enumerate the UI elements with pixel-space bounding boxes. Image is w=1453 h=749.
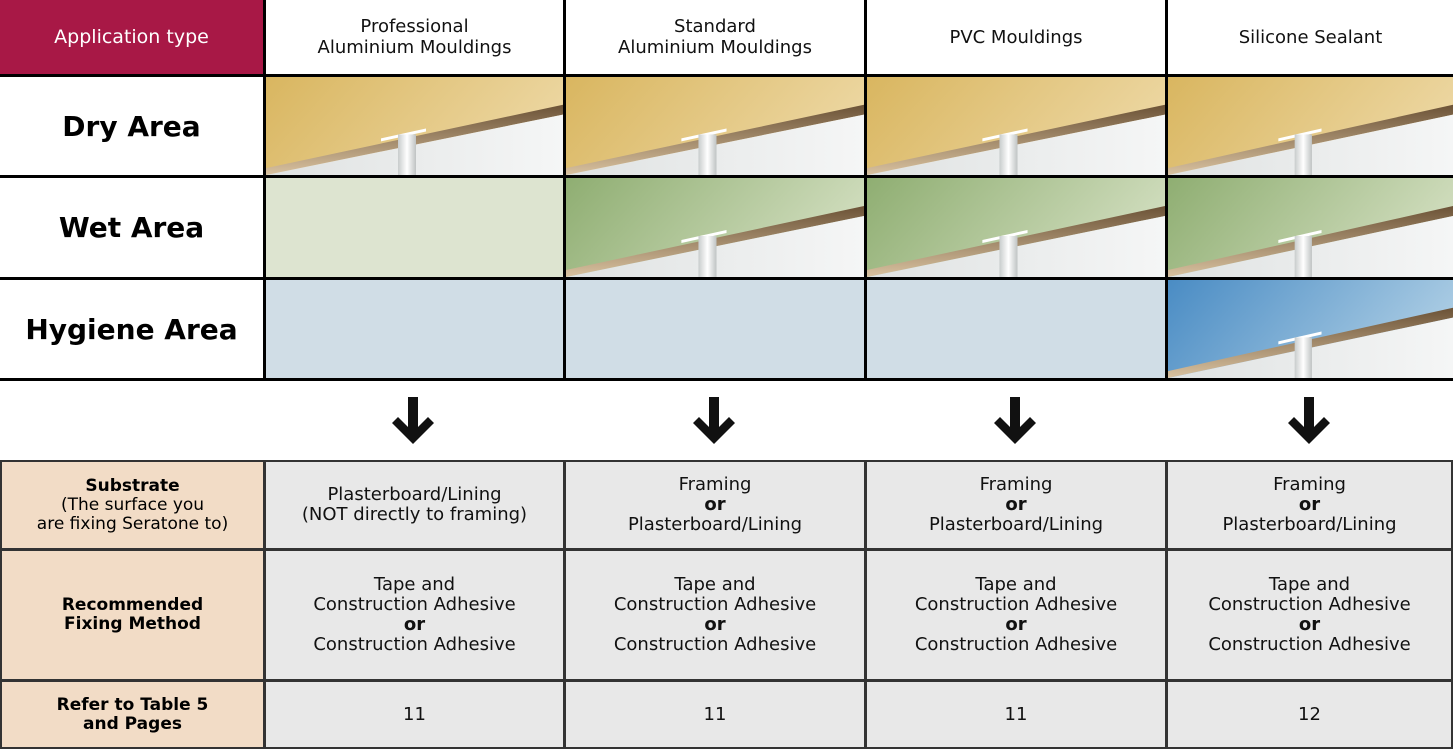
cell-line: or <box>1298 494 1321 515</box>
cell-line: or <box>403 614 426 635</box>
moulding-image <box>867 178 1165 277</box>
cell-line: or <box>1005 494 1027 515</box>
moulding-image <box>1168 77 1453 175</box>
area-label: Dry Area <box>62 109 201 143</box>
down-arrow <box>392 397 434 444</box>
detail-cell: 11 <box>566 682 864 747</box>
label-line: are fixing Seratone to) <box>36 513 229 534</box>
column-title: Aluminium Mouldings <box>317 37 512 58</box>
empty-cell <box>266 280 563 378</box>
label-line: (The surface you <box>60 494 205 515</box>
column-title: Aluminium Mouldings <box>618 37 812 58</box>
column-title: Professional <box>360 16 469 37</box>
cell-line: Construction Adhesive <box>914 594 1118 615</box>
arrows <box>392 397 1330 444</box>
cell-line: Framing <box>1273 474 1346 495</box>
application-table: Application type Professional Aluminium M… <box>0 0 1453 381</box>
detail-cell: Framing or Plasterboard/Lining <box>566 462 864 548</box>
moulding-image <box>566 178 864 277</box>
cell-line: Construction Adhesive <box>613 634 817 655</box>
cell-line: Construction Adhesive <box>1208 594 1411 615</box>
detail-cell: Framing or Plasterboard/Lining <box>1168 462 1451 548</box>
detail-cell: Framing or Plasterboard/Lining <box>867 462 1165 548</box>
label-line: Substrate <box>85 475 180 496</box>
header-cell: Application type <box>0 0 263 74</box>
down-arrow <box>693 397 735 444</box>
page-number: 11 <box>703 703 727 725</box>
page-number: 11 <box>1004 703 1028 725</box>
area-cell: Wet Area <box>0 178 263 277</box>
cell-line: (NOT directly to framing) <box>301 504 528 525</box>
cell-line: Plasterboard/Lining <box>928 514 1104 535</box>
header-label: Application type <box>54 25 209 48</box>
row-label: Substrate (The surface you are fixing Se… <box>2 462 263 548</box>
cell-line: Construction Adhesive <box>1208 634 1411 655</box>
column-title: Standard <box>674 16 756 37</box>
cell-line: Construction Adhesive <box>914 634 1118 655</box>
label-line: Refer to Table 5 <box>56 694 209 715</box>
cell-line: Construction Adhesive <box>313 594 516 615</box>
detail-cell: Plasterboard/Lining (NOT directly to fra… <box>266 462 563 548</box>
page-number: 12 <box>1298 703 1321 725</box>
header-cell: Professional Aluminium Mouldings <box>266 0 563 74</box>
cell-line: or <box>704 614 726 635</box>
cell-line: Plasterboard/Lining <box>627 514 803 535</box>
moulding-image <box>867 77 1165 175</box>
label-line: Recommended <box>61 595 204 615</box>
area-cell: Hygiene Area <box>0 280 263 378</box>
label-line: Fixing Method <box>64 614 201 634</box>
cell-line: Construction Adhesive <box>613 594 817 615</box>
detail-cell: 11 <box>867 682 1165 747</box>
area-label: Wet Area <box>58 211 205 244</box>
row-label: Refer to Table 5 and Pages <box>2 682 263 747</box>
column-title: PVC Mouldings <box>949 26 1083 48</box>
cell-line: Tape and <box>975 574 1057 595</box>
cell-line: Framing <box>979 474 1053 495</box>
cell-line: or <box>1005 614 1027 635</box>
detail-cell: Tape and Construction Adhesive or Constr… <box>566 551 864 679</box>
moulding-image <box>566 77 864 175</box>
moulding-image <box>1168 178 1453 277</box>
cell-line: Framing <box>678 474 752 495</box>
detail-cell: Tape and Construction Adhesive or Constr… <box>1168 551 1451 679</box>
row-label: Recommended Fixing Method <box>2 551 263 679</box>
detail-cell: Tape and Construction Adhesive or Constr… <box>266 551 563 679</box>
empty-cell <box>566 280 864 378</box>
label-line: and Pages <box>83 713 182 734</box>
details-table: Substrate (The surface you are fixing Se… <box>0 460 1453 749</box>
header-cell: PVC Mouldings <box>867 0 1165 74</box>
cell-line: Plasterboard/Lining <box>327 484 502 505</box>
cell-line: Tape and <box>674 574 756 595</box>
down-arrow <box>994 397 1036 444</box>
cell-line: Plasterboard/Lining <box>1222 514 1397 535</box>
moulding-image <box>1168 280 1453 378</box>
detail-cell: Tape and Construction Adhesive or Constr… <box>867 551 1165 679</box>
page-number: 11 <box>403 703 426 725</box>
empty-cell <box>266 178 563 277</box>
cell-line: Construction Adhesive <box>313 634 516 655</box>
down-arrow <box>1288 397 1330 444</box>
cell-line: or <box>1298 614 1321 635</box>
cell-line: or <box>704 494 726 515</box>
column-title: Silicone Sealant <box>1238 26 1383 48</box>
detail-cell: 11 <box>266 682 563 747</box>
cell-line: Tape and <box>1268 574 1351 595</box>
cell-line: Tape and <box>373 574 456 595</box>
area-cell: Dry Area <box>0 77 263 175</box>
area-label: Hygiene Area <box>25 312 238 346</box>
header-cell: Silicone Sealant <box>1168 0 1453 74</box>
detail-cell: 12 <box>1168 682 1451 747</box>
moulding-image <box>266 77 563 175</box>
header-cell: Standard Aluminium Mouldings <box>566 0 864 74</box>
arrow-group <box>392 397 1330 444</box>
empty-cell <box>867 280 1165 378</box>
